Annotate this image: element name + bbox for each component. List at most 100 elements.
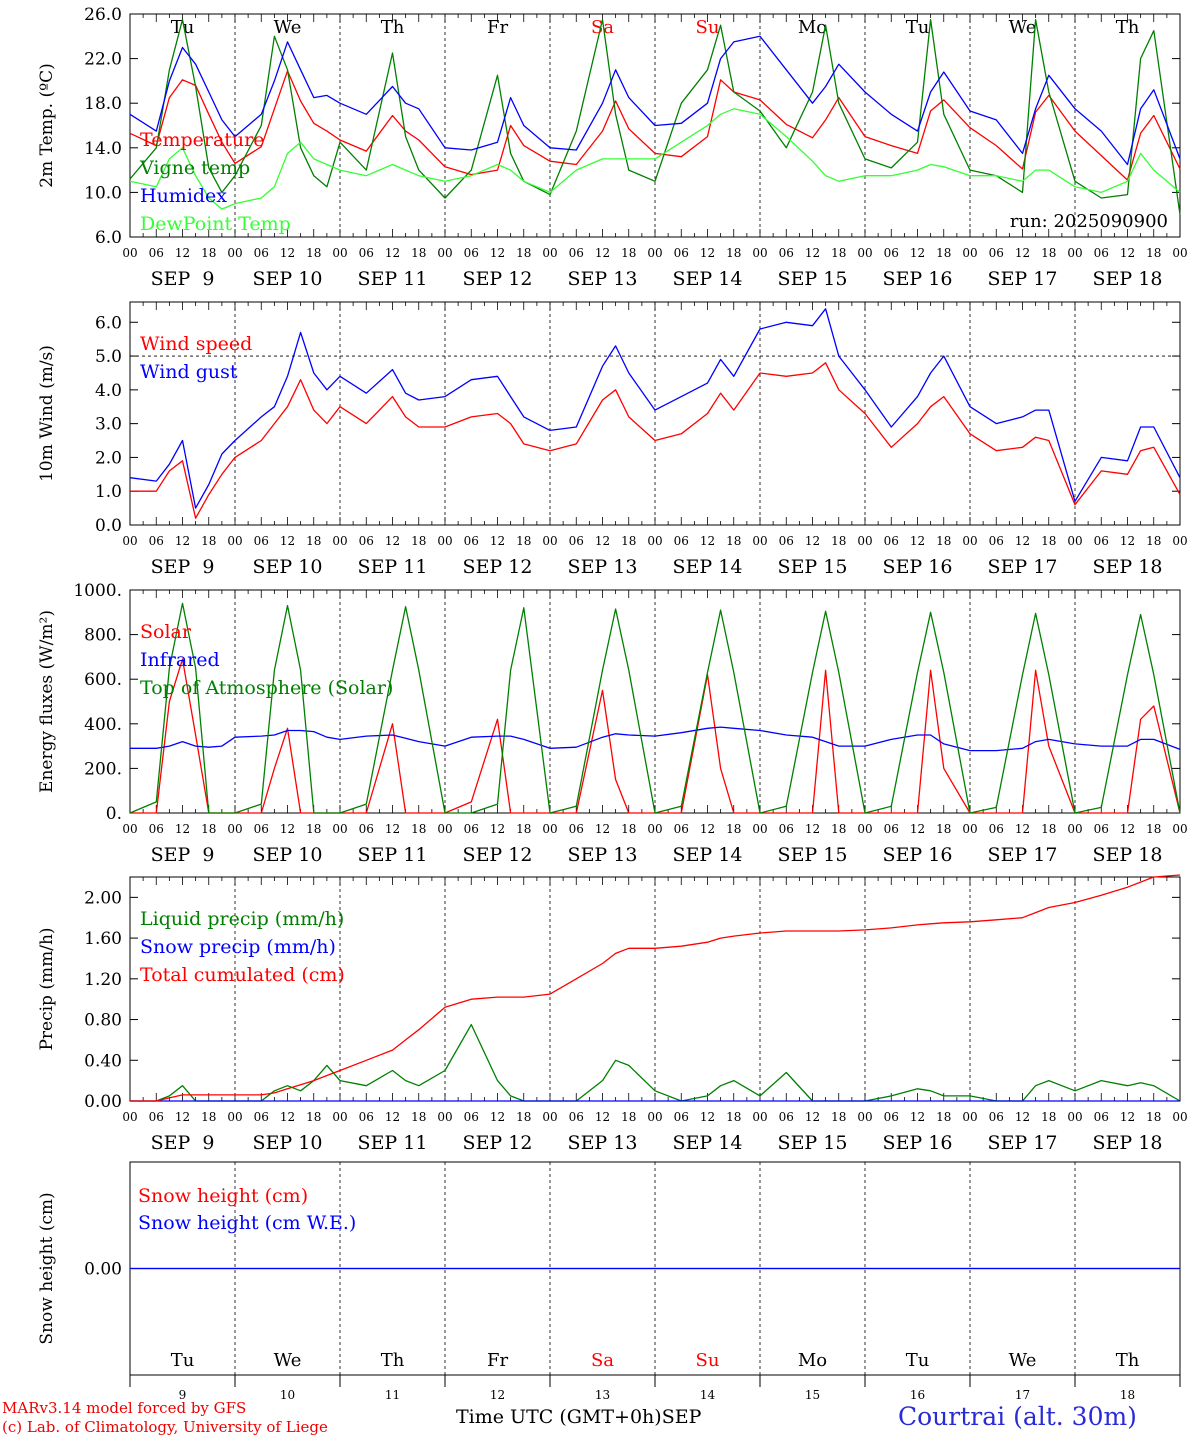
hour-tick-label: 06 bbox=[359, 822, 374, 836]
day-name: We bbox=[274, 17, 302, 38]
hour-tick-label: 12 bbox=[490, 1110, 505, 1124]
y-tick-label: 800. bbox=[84, 626, 122, 646]
hour-tick-label: 00 bbox=[752, 534, 767, 548]
y-tick-label: 18.0 bbox=[84, 94, 122, 114]
hour-tick-label: 06 bbox=[1094, 822, 1109, 836]
hour-tick-label: 18 bbox=[306, 246, 321, 260]
date-label: SEP 16 bbox=[883, 844, 953, 866]
hour-tick-label: 06 bbox=[359, 246, 374, 260]
day-name: Su bbox=[696, 17, 720, 38]
hour-tick-label: 18 bbox=[831, 246, 846, 260]
hour-tick-label: 18 bbox=[411, 534, 426, 548]
hour-tick-label: 18 bbox=[831, 534, 846, 548]
legend-entry: Solar bbox=[140, 621, 192, 643]
day-number: 11 bbox=[385, 1388, 400, 1402]
x-axis-title: Time UTC (GMT+0h)SEP bbox=[456, 1406, 701, 1428]
hour-tick-label: 12 bbox=[1015, 534, 1030, 548]
date-label: SEP 15 bbox=[778, 844, 848, 866]
hour-tick-label: 18 bbox=[411, 1110, 426, 1124]
hour-tick-label: 00 bbox=[1172, 534, 1187, 548]
hour-tick-label: 00 bbox=[332, 1110, 347, 1124]
hour-tick-label: 12 bbox=[595, 822, 610, 836]
series-line-2-2 bbox=[129, 602, 1181, 814]
hour-tick-label: 12 bbox=[490, 534, 505, 548]
hour-tick-label: 18 bbox=[726, 534, 741, 548]
hour-tick-label: 00 bbox=[227, 822, 242, 836]
hour-tick-label: 00 bbox=[857, 1110, 872, 1124]
date-label: SEP 11 bbox=[358, 556, 428, 578]
series-line-2-1 bbox=[130, 726, 1181, 752]
hour-tick-label: 06 bbox=[569, 822, 584, 836]
hour-tick-label: 00 bbox=[227, 1110, 242, 1124]
hour-tick-label: 00 bbox=[752, 246, 767, 260]
series-line-0-2 bbox=[129, 35, 1181, 166]
date-label: SEP 14 bbox=[673, 268, 743, 290]
day-number: 17 bbox=[1015, 1388, 1030, 1402]
day-name: Fr bbox=[487, 17, 508, 38]
date-label: SEP 10 bbox=[253, 556, 323, 578]
hour-tick-label: 06 bbox=[884, 534, 899, 548]
legend-entry: Top of Atmosphere (Solar) bbox=[140, 677, 393, 699]
date-label: SEP 12 bbox=[463, 268, 533, 290]
date-label: SEP 9 bbox=[151, 556, 215, 578]
date-label: SEP 9 bbox=[151, 844, 215, 866]
hour-tick-label: 06 bbox=[149, 246, 164, 260]
hour-tick-label: 00 bbox=[962, 1110, 977, 1124]
day-name: Sa bbox=[591, 1350, 614, 1371]
hour-tick-label: 00 bbox=[332, 246, 347, 260]
hour-tick-label: 00 bbox=[1067, 534, 1082, 548]
hour-tick-label: 00 bbox=[647, 246, 662, 260]
hour-tick-label: 06 bbox=[464, 1110, 479, 1124]
hour-tick-label: 06 bbox=[359, 534, 374, 548]
date-label: SEP 10 bbox=[253, 1132, 323, 1154]
hour-tick-label: 12 bbox=[1015, 822, 1030, 836]
y-tick-label: 1.20 bbox=[84, 970, 122, 990]
date-label: SEP 14 bbox=[673, 556, 743, 578]
day-name: We bbox=[274, 1350, 302, 1371]
date-label: SEP 18 bbox=[1093, 1132, 1163, 1154]
hour-tick-label: 18 bbox=[201, 1110, 216, 1124]
hour-tick-label: 12 bbox=[280, 246, 295, 260]
legend-entry: Wind gust bbox=[140, 361, 238, 383]
day-number: 9 bbox=[179, 1388, 187, 1402]
date-label: SEP 17 bbox=[988, 844, 1058, 866]
y-tick-label: 0.80 bbox=[84, 1011, 122, 1031]
y-axis-label: Precip (mm/h) bbox=[37, 927, 57, 1050]
series-line-1-0 bbox=[130, 362, 1181, 519]
date-label: SEP 13 bbox=[568, 556, 638, 578]
y-tick-label: 0.00 bbox=[84, 1260, 122, 1280]
hour-tick-label: 18 bbox=[1146, 534, 1161, 548]
hour-tick-label: 06 bbox=[989, 822, 1004, 836]
legend-entry: Infrared bbox=[140, 649, 220, 671]
date-label: SEP 17 bbox=[988, 1132, 1058, 1154]
hour-tick-label: 18 bbox=[306, 1110, 321, 1124]
hour-tick-label: 12 bbox=[1120, 822, 1135, 836]
day-name: Mo bbox=[798, 1350, 827, 1371]
date-label: SEP 15 bbox=[778, 556, 848, 578]
y-tick-label: 22.0 bbox=[84, 50, 122, 70]
hour-tick-label: 06 bbox=[779, 1110, 794, 1124]
hour-tick-label: 00 bbox=[1172, 1110, 1187, 1124]
hour-tick-label: 18 bbox=[726, 246, 741, 260]
hour-tick-label: 12 bbox=[385, 1110, 400, 1124]
hour-tick-label: 12 bbox=[280, 1110, 295, 1124]
hour-tick-label: 06 bbox=[884, 822, 899, 836]
day-name: Tu bbox=[906, 1350, 930, 1371]
hour-tick-label: 18 bbox=[621, 822, 636, 836]
date-label: SEP 14 bbox=[673, 844, 743, 866]
series-line-0-0 bbox=[129, 70, 1181, 181]
day-number: 12 bbox=[490, 1388, 505, 1402]
hour-tick-label: 00 bbox=[647, 822, 662, 836]
hour-tick-label: 00 bbox=[332, 534, 347, 548]
y-tick-label: 2.0 bbox=[95, 448, 122, 468]
hour-tick-label: 06 bbox=[989, 1110, 1004, 1124]
date-label: SEP 9 bbox=[151, 1132, 215, 1154]
hour-tick-label: 18 bbox=[1041, 534, 1056, 548]
hour-tick-label: 12 bbox=[175, 822, 190, 836]
legend-entry: DewPoint Temp bbox=[140, 213, 291, 235]
day-number: 16 bbox=[910, 1388, 925, 1402]
date-label: SEP 13 bbox=[568, 844, 638, 866]
hour-tick-label: 00 bbox=[1067, 822, 1082, 836]
hour-tick-label: 06 bbox=[674, 1110, 689, 1124]
